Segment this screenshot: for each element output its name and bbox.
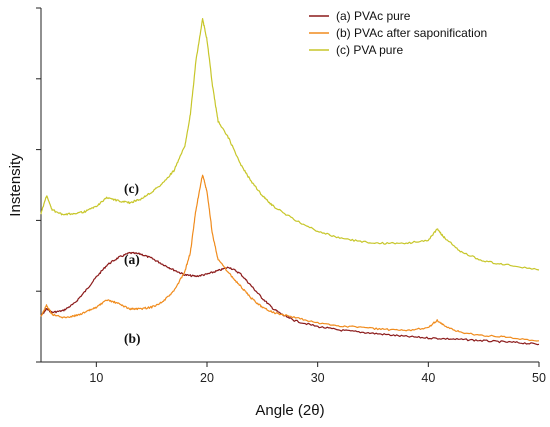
x-ticks: 10 20 30 40 50 bbox=[89, 362, 546, 385]
legend-label-b: (b) PVAc after saponification bbox=[336, 26, 487, 40]
y-axis-title: Instensity bbox=[7, 153, 24, 217]
x-axis-title: Angle (2θ) bbox=[255, 402, 324, 419]
x-tick-label: 20 bbox=[200, 371, 214, 385]
legend: (a) PVAc pure (b) PVAc after saponificat… bbox=[309, 9, 487, 57]
annotation-c: (c) bbox=[124, 181, 139, 196]
plot-area: 10 20 30 40 50 bbox=[36, 7, 546, 385]
annotation-b: (b) bbox=[124, 331, 141, 346]
annotation-a: (a) bbox=[124, 252, 140, 267]
legend-label-a: (a) PVAc pure bbox=[336, 9, 411, 23]
series-layer bbox=[40, 18, 540, 346]
x-tick-label: 30 bbox=[311, 371, 325, 385]
x-tick-label: 10 bbox=[89, 371, 103, 385]
x-tick-label: 50 bbox=[532, 371, 546, 385]
y-ticks bbox=[36, 7, 41, 363]
series-line-1 bbox=[40, 251, 540, 346]
legend-label-c: (c) PVA pure bbox=[336, 43, 403, 57]
series-line-2 bbox=[40, 174, 540, 342]
series-line-3 bbox=[40, 18, 540, 271]
x-tick-label: 40 bbox=[421, 371, 435, 385]
